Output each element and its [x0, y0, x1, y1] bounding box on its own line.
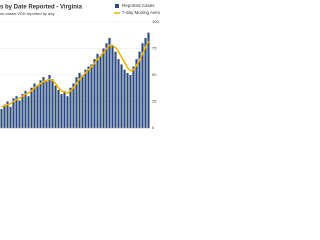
y-tick-label: 100 — [152, 19, 159, 24]
bar — [15, 96, 18, 128]
bar — [66, 96, 69, 128]
bar — [27, 96, 30, 128]
bar — [90, 64, 93, 128]
bar — [6, 101, 9, 128]
bar — [138, 51, 141, 128]
bar — [144, 37, 147, 128]
bar — [51, 79, 54, 128]
chart-title: s by Date Reported - Virginia — [0, 5, 83, 11]
bar — [24, 90, 27, 128]
bar — [12, 98, 15, 128]
bar — [75, 77, 78, 128]
y-tick-label: 75 — [152, 46, 157, 51]
bar — [48, 75, 51, 128]
bar — [57, 89, 60, 128]
bar — [84, 69, 87, 128]
y-tick-label: 50 — [152, 72, 157, 77]
y-tick-label: 0 — [152, 125, 155, 130]
moving-average-line — [1, 40, 150, 108]
bar — [114, 51, 117, 128]
bar — [111, 45, 114, 128]
bar — [96, 53, 99, 128]
bar — [78, 72, 81, 128]
bar — [123, 69, 126, 128]
bar — [141, 43, 144, 129]
bar — [0, 108, 3, 128]
legend-label: 7-day Moving Average — [122, 10, 160, 15]
bar — [93, 59, 96, 128]
bar — [3, 104, 6, 128]
bar — [132, 66, 135, 128]
bar — [129, 75, 132, 128]
bar — [81, 75, 84, 128]
bar — [117, 59, 120, 128]
bar — [126, 72, 129, 128]
bar — [87, 66, 90, 128]
bar — [99, 55, 102, 128]
y-tick-label: 25 — [152, 99, 157, 104]
bar — [9, 106, 12, 128]
bar — [36, 85, 39, 128]
chart-subtitle: ne cases VDH reported by day — [0, 11, 54, 16]
bar — [108, 37, 111, 128]
legend-swatch — [115, 4, 119, 8]
bar — [30, 87, 33, 128]
bar — [45, 81, 48, 128]
bar — [60, 94, 63, 128]
bar — [42, 77, 45, 128]
bar — [102, 48, 105, 128]
bar — [135, 59, 138, 128]
legend-label: Reported Cases — [122, 3, 155, 8]
bar — [120, 64, 123, 128]
bar — [18, 100, 21, 128]
bar — [105, 43, 108, 129]
bar — [39, 80, 42, 128]
bar — [147, 32, 150, 128]
bar — [63, 90, 66, 128]
bar — [33, 83, 36, 128]
chart: s by Date Reported - Virginia ne cases V… — [0, 3, 160, 130]
bar — [54, 85, 57, 128]
bar — [21, 94, 24, 128]
page: s by Date Reported - Virginia ne cases V… — [0, 3, 160, 131]
bar — [69, 87, 72, 128]
bar — [72, 83, 75, 128]
